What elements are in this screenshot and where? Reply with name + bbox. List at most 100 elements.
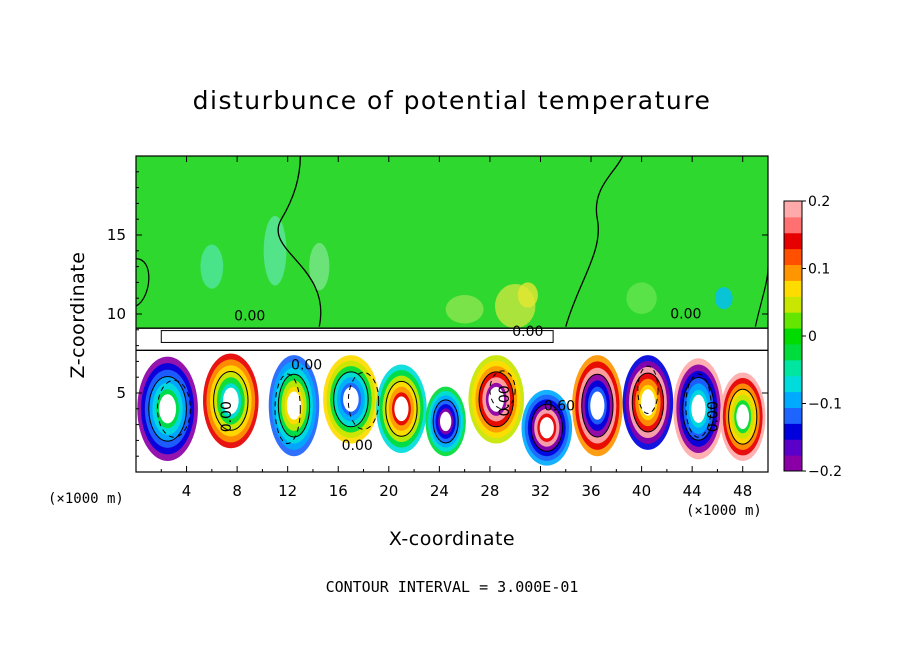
inversion-layer: [136, 328, 768, 352]
x-axis-label: X-coordinate: [388, 528, 516, 550]
contour-line: [682, 376, 715, 441]
x-tick-label: 12: [278, 482, 297, 500]
field-patch: [445, 295, 484, 324]
contour-line: [333, 371, 369, 428]
x-unit-label-right: (×1000 m): [686, 503, 762, 519]
contour-label: 0.00: [219, 401, 235, 432]
eddy-core: [691, 394, 706, 423]
colorbar-swatch: [784, 216, 802, 234]
contour-label: 0.00: [497, 385, 513, 416]
colorbar-swatch: [784, 232, 802, 250]
contour-line: [637, 365, 659, 415]
contour-line: [728, 388, 758, 445]
colorbar-swatch: [784, 375, 802, 393]
field-patch: [517, 282, 538, 308]
colorbar-tick-label: −0.1: [808, 397, 842, 413]
colorbar-tick-label: −0.2: [808, 464, 842, 480]
x-tick-label: 24: [430, 482, 449, 500]
eddy-core: [736, 404, 750, 430]
contour-line: [136, 258, 150, 307]
contour-label: 0.00: [512, 324, 543, 340]
x-tick-label: 40: [632, 482, 651, 500]
field-patch: [626, 282, 657, 315]
contour-line: [581, 373, 614, 438]
colorbar-swatch: [784, 439, 802, 456]
eddy-core: [590, 391, 605, 420]
colorbar-swatch: [784, 391, 802, 408]
x-tick-label: 8: [232, 482, 242, 500]
field-patch: [309, 242, 330, 291]
x-tick-label: 28: [480, 482, 499, 500]
contour-label: 0.00: [342, 438, 373, 454]
colorbar-swatch: [784, 264, 802, 281]
x-axis-ticks: 4 8 12 16 20 24 28 32 36 40 44 48: [160, 156, 752, 500]
field-layer: [136, 156, 768, 472]
y-tick-label: 15: [107, 226, 126, 244]
x-tick-label: 32: [531, 482, 550, 500]
colorbar-swatch: [784, 423, 802, 440]
contour-line: [385, 380, 418, 437]
contour-layer: [136, 156, 768, 452]
colorbar-swatch: [784, 280, 802, 297]
contour-label: 0.00: [291, 357, 322, 373]
eddy-core: [640, 389, 655, 416]
contour-line: [565, 156, 624, 327]
contour-label: 0.00: [234, 308, 265, 324]
contour-line: [530, 403, 563, 452]
y-axis-label: Z-coordinate: [67, 251, 89, 379]
colorbar-swatch: [784, 359, 802, 377]
contour-line: [213, 371, 249, 431]
x-tick-label: 16: [329, 482, 348, 500]
colorbar-swatch: [784, 296, 802, 313]
eddy-core: [394, 396, 409, 422]
eddy-core: [343, 386, 359, 412]
contour-label: 0.00: [705, 401, 721, 432]
colorbar-swatch: [784, 343, 802, 361]
y-tick-label: 10: [107, 305, 126, 323]
eddy-core: [488, 386, 505, 412]
contour-line: [432, 399, 459, 444]
colorbar-swatch: [784, 407, 802, 424]
contour-line: [277, 156, 322, 327]
x-tick-label: 4: [182, 482, 192, 500]
eddy-core: [440, 411, 452, 432]
x-tick-label: 48: [733, 482, 752, 500]
colorbar-swatch: [784, 248, 802, 266]
contour-line: [160, 330, 554, 343]
x-tick-label: 36: [581, 482, 600, 500]
colorbar-swatch: [784, 455, 802, 472]
colorbar-swatch: [784, 328, 802, 345]
contour-line: [347, 371, 380, 430]
eddy-core: [539, 417, 554, 439]
contour-line: [685, 373, 712, 438]
colorbar: 0.2 0.1 0 −0.1 −0.2: [783, 194, 842, 480]
y-axis-ticks: 5 10 15: [107, 171, 768, 457]
eddy-core: [159, 394, 177, 424]
colorbar-swatch: [784, 201, 802, 218]
contour-label: 0.60: [544, 398, 575, 414]
contour-line: [148, 375, 187, 442]
field-patch: [263, 216, 287, 286]
x-unit-label: (×1000 m): [48, 491, 124, 507]
contour-interval-note: CONTOUR INTERVAL = 3.000E-01: [325, 578, 579, 596]
contour-line: [489, 370, 516, 410]
colorbar-tick-label: 0.2: [808, 194, 830, 210]
colorbar-tick-label: 0.1: [808, 262, 830, 278]
x-tick-label: 44: [683, 482, 702, 500]
chart-title: disturbunce of potential temperature: [192, 86, 712, 115]
field-patch: [200, 244, 224, 289]
colorbar-swatch: [784, 312, 802, 329]
contour-label: 0.00: [670, 307, 701, 323]
colorbar-tick-label: 0: [808, 329, 817, 345]
x-tick-label: 20: [379, 482, 398, 500]
eddy-core: [223, 387, 239, 415]
y-tick-label: 5: [116, 384, 126, 402]
contour-line: [156, 379, 191, 438]
contour-line: [274, 373, 301, 445]
contour-labels: 0.00 0.00 0.00 0.00 0.00 0.00 0.60 0.00 0.00: [219, 307, 722, 454]
contour-line: [277, 373, 311, 438]
contour-line: [631, 372, 665, 433]
eddy-core: [286, 391, 302, 420]
contour-line: [478, 371, 514, 428]
